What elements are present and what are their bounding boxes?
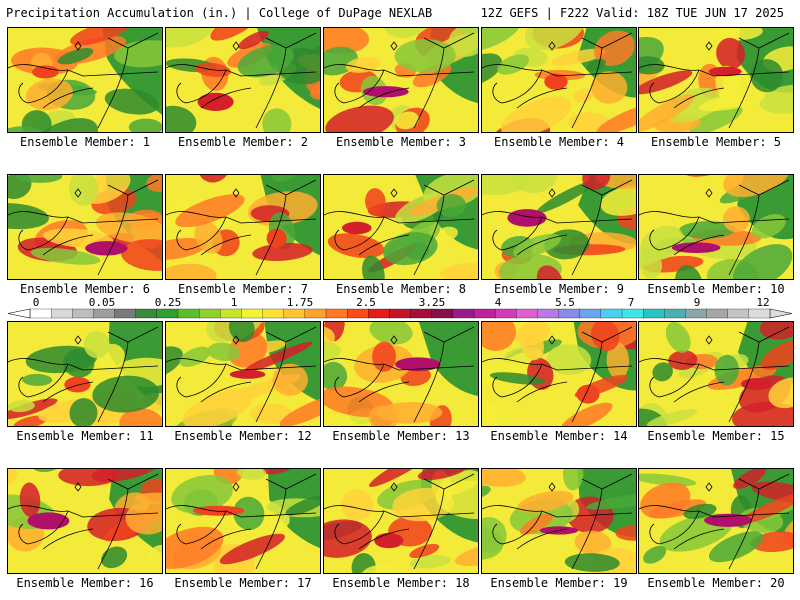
colorbar-swatch: [156, 308, 179, 319]
colorbar-swatch: [135, 308, 158, 319]
map-panel: [481, 321, 637, 427]
colorbar-swatch: [558, 308, 581, 319]
panel-label: Ensemble Member: 11: [16, 429, 154, 443]
colorbar-swatch: [600, 308, 623, 319]
colorbar-tick-label: 0.25: [154, 296, 182, 309]
panel-label: Ensemble Member: 4: [493, 135, 625, 149]
panel-label: Ensemble Member: 19: [490, 576, 628, 590]
colorbar-swatch: [50, 308, 73, 319]
map-panel: [638, 27, 794, 133]
map-panel: [481, 174, 637, 280]
map-panel: [7, 468, 163, 574]
panel-label: Ensemble Member: 15: [647, 429, 785, 443]
panel-label: Ensemble Member: 7: [177, 282, 309, 296]
colorbar-right-arrow: [769, 308, 793, 319]
panel-label: Ensemble Member: 16: [16, 576, 154, 590]
colorbar-tick-label: 5.5: [555, 296, 575, 309]
colorbar-swatch: [727, 308, 750, 319]
colorbar-swatch: [29, 308, 52, 319]
colorbar-tick-label: 9: [693, 296, 701, 309]
panel-label: Ensemble Member: 14: [490, 429, 628, 443]
colorbar-swatch: [177, 308, 200, 319]
colorbar-swatch: [346, 308, 369, 319]
colorbar-tick-label: 1.75: [286, 296, 314, 309]
panel-label: Ensemble Member: 2: [177, 135, 309, 149]
map-panel: [638, 174, 794, 280]
colorbar-swatch: [452, 308, 475, 319]
colorbar-swatch: [220, 308, 243, 319]
colorbar-swatch: [283, 308, 306, 319]
colorbar-swatch: [642, 308, 665, 319]
panel-label: Ensemble Member: 3: [335, 135, 467, 149]
map-panel: [7, 27, 163, 133]
colorbar-swatch: [410, 308, 433, 319]
map-panel: [165, 468, 321, 574]
colorbar-swatch: [93, 308, 116, 319]
colorbar-tick-label: 12: [756, 296, 770, 309]
colorbar-tick-label: 0: [32, 296, 40, 309]
map-panel: [638, 321, 794, 427]
panel-label: Ensemble Member: 18: [332, 576, 470, 590]
panel-label: Ensemble Member: 9: [493, 282, 625, 296]
colorbar-swatch: [685, 308, 708, 319]
map-panel: [481, 27, 637, 133]
colorbar-tick-label: 4: [494, 296, 502, 309]
map-panel: [323, 174, 479, 280]
colorbar-swatch: [473, 308, 496, 319]
map-panel: [165, 174, 321, 280]
colorbar: [7, 308, 793, 319]
map-panel: [7, 321, 163, 427]
panel-label: Ensemble Member: 20: [647, 576, 785, 590]
colorbar-swatch: [198, 308, 221, 319]
colorbar-swatch: [72, 308, 95, 319]
colorbar-swatch: [579, 308, 602, 319]
panel-label: Ensemble Member: 12: [174, 429, 312, 443]
chart-title: Precipitation Accumulation (in.) | Colle…: [6, 6, 433, 20]
colorbar-swatch: [325, 308, 348, 319]
map-panel: [323, 321, 479, 427]
panel-label: Ensemble Member: 8: [335, 282, 467, 296]
map-panel: [165, 27, 321, 133]
colorbar-left-arrow: [7, 308, 31, 319]
colorbar-tick-label: 7: [627, 296, 635, 309]
colorbar-swatch: [706, 308, 729, 319]
colorbar-swatch: [748, 308, 771, 319]
colorbar-swatch: [431, 308, 454, 319]
panel-label: Ensemble Member: 6: [19, 282, 151, 296]
map-panel: [481, 468, 637, 574]
panel-label: Ensemble Member: 1: [19, 135, 151, 149]
panel-label: Ensemble Member: 17: [174, 576, 312, 590]
colorbar-swatch: [516, 308, 539, 319]
run-valid-time: 12Z GEFS | F222 Valid: 18Z TUE JUN 17 20…: [480, 6, 784, 20]
colorbar-tick-label: 0.05: [88, 296, 116, 309]
colorbar-tick-label: 2.5: [356, 296, 376, 309]
panel-label: Ensemble Member: 5: [650, 135, 782, 149]
panel-label: Ensemble Member: 13: [332, 429, 470, 443]
colorbar-tick-label: 1: [230, 296, 238, 309]
map-panel: [638, 468, 794, 574]
colorbar-swatch: [304, 308, 327, 319]
colorbar-swatch: [621, 308, 644, 319]
colorbar-swatch: [537, 308, 560, 319]
map-panel: [165, 321, 321, 427]
colorbar-swatch: [494, 308, 517, 319]
colorbar-swatch: [114, 308, 137, 319]
colorbar-swatch: [368, 308, 391, 319]
colorbar-swatch: [664, 308, 687, 319]
map-panel: [7, 174, 163, 280]
panel-label: Ensemble Member: 10: [647, 282, 785, 296]
colorbar-swatch: [262, 308, 285, 319]
colorbar-tick-label: 3.25: [418, 296, 446, 309]
colorbar-swatch: [241, 308, 264, 319]
map-panel: [323, 468, 479, 574]
map-panel: [323, 27, 479, 133]
colorbar-swatch: [389, 308, 412, 319]
